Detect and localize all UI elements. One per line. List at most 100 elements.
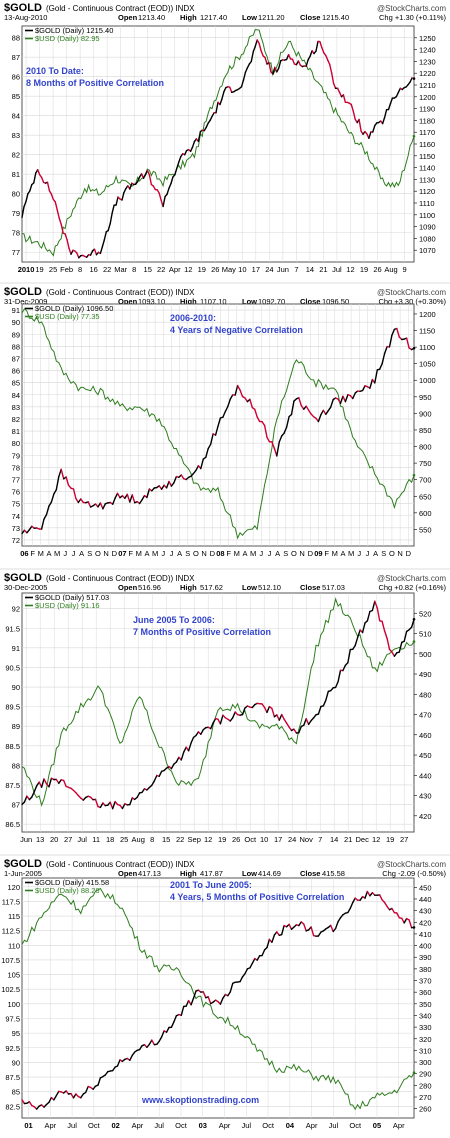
x-tick-label: M (348, 549, 354, 558)
right-tick-label: 550 (419, 525, 432, 534)
left-tick-label: 87 (12, 53, 20, 62)
left-tick-label: 75 (12, 500, 20, 509)
quote-low-label: Low (242, 583, 257, 592)
gold-series-segment (366, 610, 371, 622)
left-tick-label: 78 (12, 463, 20, 472)
x-tick-label: May (222, 265, 236, 274)
right-tick-label: 1150 (419, 152, 435, 161)
x-tick-label: 20 (50, 835, 58, 844)
gold-series-segment (209, 722, 214, 730)
x-tick-label: 18 (106, 835, 114, 844)
x-tick-label: 9 (402, 265, 406, 274)
gold-series-segment (129, 494, 134, 503)
right-tick-label: 440 (419, 771, 432, 780)
chart-panel: $GOLD (Gold - Continuous Contract (EOD)) … (0, 2, 450, 284)
x-tick-label: 8 (150, 835, 154, 844)
left-tick-label: 79 (12, 451, 20, 460)
gold-series-segment (298, 921, 302, 927)
gold-series-segment (227, 991, 232, 997)
series-last-point (412, 473, 416, 477)
x-tick-label: M (234, 549, 240, 558)
quote-close-value: 1215.40 (322, 13, 349, 22)
x-tick-label: D (308, 549, 314, 558)
gold-series-segment (391, 651, 396, 657)
quote-high-value: 417.87 (200, 869, 223, 878)
gold-series-segment (153, 774, 158, 782)
left-tick-label: 92 (12, 605, 20, 614)
gold-series-segment (174, 167, 178, 176)
gold-series-segment (276, 67, 280, 73)
x-tick-label: 14 (306, 265, 314, 274)
usd-series-line (21, 597, 415, 807)
gold-series-segment (185, 999, 190, 1007)
gold-series-segment (197, 130, 202, 143)
x-tick-label: J (259, 549, 263, 558)
x-tick-label: O (291, 549, 297, 558)
quote-high-value: 1107.10 (200, 297, 227, 306)
gold-series-segment (239, 389, 244, 398)
gold-series-segment (165, 480, 170, 489)
right-tick-label: 520 (419, 609, 432, 618)
gold-series-segment (303, 923, 307, 932)
left-tick-label: 84 (12, 112, 20, 121)
gold-series-segment (256, 416, 261, 423)
quote-low-value: 512.10 (258, 583, 281, 592)
x-tick-label: Jul (332, 265, 342, 274)
gold-series-segment (158, 192, 162, 202)
gold-series-segment (183, 149, 188, 156)
gold-series-segment (352, 644, 356, 650)
gold-series-segment (386, 637, 391, 650)
x-tick-label: S (87, 549, 92, 558)
gold-series-segment (53, 1094, 57, 1101)
gold-series-segment (21, 1098, 26, 1105)
gold-series-segment (383, 108, 388, 119)
annotation-title: 2010 To Date: (26, 66, 84, 76)
gold-series-segment (162, 195, 166, 208)
x-tick-label: 11 (92, 835, 100, 844)
x-tick-label: J (357, 549, 361, 558)
left-tick-label: 102.5 (1, 985, 20, 994)
gold-series-segment (229, 394, 234, 400)
x-tick-label: O (389, 549, 395, 558)
right-tick-label: 1200 (419, 310, 436, 319)
x-tick-label: Oct (88, 1121, 101, 1130)
left-tick-label: 91 (12, 644, 20, 653)
x-tick-label: 21 (344, 835, 352, 844)
right-tick-label: 430 (419, 907, 432, 916)
legend-entry: $GOLD (Daily) 415.58 (35, 878, 109, 887)
series-last-point (412, 640, 416, 643)
gold-series-segment (99, 245, 104, 255)
quote-open-label: Open (118, 583, 138, 592)
gold-series-segment (327, 59, 331, 66)
left-tick-label: 110 (8, 941, 20, 950)
left-tick-label: 79 (12, 209, 20, 218)
gold-series-segment (94, 798, 99, 808)
gold-series-segment (219, 714, 224, 725)
right-tick-label: 350 (419, 1000, 432, 1009)
gold-series-segment (111, 497, 116, 505)
x-tick-label: 22 (103, 265, 111, 274)
x-tick-label: 08 (216, 549, 224, 558)
x-tick-label: 24 (265, 265, 273, 274)
gold-series-segment (191, 140, 196, 148)
gold-series-segment (72, 1093, 77, 1099)
x-tick-label: Dec (356, 835, 370, 844)
x-tick-label: 26 (232, 835, 240, 844)
gold-series-segment (126, 493, 131, 503)
gold-series-segment (146, 488, 151, 499)
gold-series-segment (200, 729, 205, 735)
gold-series-segment (337, 917, 342, 923)
x-tick-label: 22 (176, 835, 184, 844)
watermark-url: www.skoptionstrading.com (141, 1095, 259, 1105)
gold-series-segment (298, 397, 302, 407)
x-tick-label: 25 (120, 835, 128, 844)
x-tick-label: M (136, 549, 142, 558)
date-label: 13-Aug-2010 (4, 13, 47, 22)
gold-series-segment (200, 458, 205, 470)
gold-series-segment (43, 513, 48, 520)
gold-series-segment (246, 63, 251, 69)
x-tick-label: 19 (218, 835, 226, 844)
right-tick-label: 750 (419, 459, 432, 468)
right-tick-label: 1160 (419, 140, 435, 149)
gold-series-segment (151, 780, 156, 786)
